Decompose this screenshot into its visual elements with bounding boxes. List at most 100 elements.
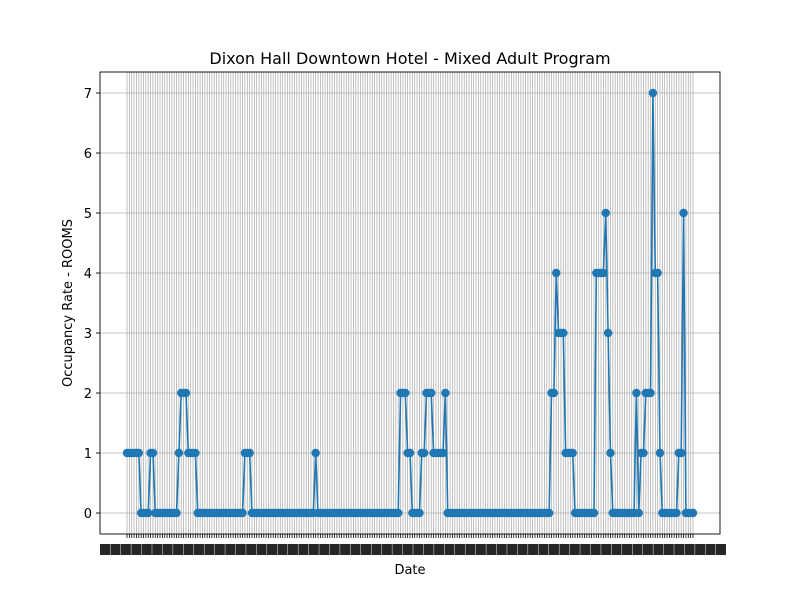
x-tick-label-glyph (548, 544, 559, 555)
x-tick-label-glyph (423, 544, 434, 555)
y-tick-label: 6 (84, 147, 92, 162)
data-point (559, 328, 568, 338)
x-tick-label-glyph (235, 544, 246, 555)
x-tick-label-glyph (496, 544, 507, 555)
data-point (427, 388, 436, 398)
series-line (122, 88, 698, 518)
data-point (677, 448, 686, 458)
data-point (245, 448, 254, 458)
x-tick-label-glyph (517, 544, 528, 555)
x-tick-label-glyph (569, 544, 580, 555)
x-tick-label-glyph (267, 544, 278, 555)
data-point (401, 388, 410, 398)
x-tick-label-glyph (642, 544, 653, 555)
data-point (311, 448, 320, 458)
x-tick-label-glyph (392, 544, 403, 555)
x-tick-label-glyph (684, 544, 695, 555)
data-point (688, 508, 698, 518)
x-tick-label-glyph (528, 544, 539, 555)
data-point (191, 448, 200, 458)
x-tick-label-glyph (319, 544, 330, 555)
y-tick-label: 3 (84, 327, 92, 342)
data-point (172, 508, 181, 518)
x-tick-label-glyph (183, 544, 194, 555)
x-tick-labels (100, 544, 726, 555)
x-tick-label-glyph (298, 544, 309, 555)
data-point (653, 268, 662, 278)
x-tick-label-glyph (120, 544, 131, 555)
x-tick-label-glyph (444, 544, 455, 555)
data-point (415, 508, 424, 518)
data-point (405, 448, 415, 458)
x-tick-label-glyph (475, 544, 486, 555)
y-axis-title: Occupancy Rate - ROOMS (61, 219, 76, 387)
x-tick-label-glyph (329, 544, 340, 555)
y-tick-label: 0 (84, 507, 92, 522)
data-point (672, 508, 681, 518)
y-tick-label: 2 (84, 387, 92, 402)
x-tick-label-glyph (695, 544, 706, 555)
x-tick-label-glyph (663, 544, 674, 555)
x-tick-label-glyph (507, 544, 518, 555)
axes: 0 1 2 3 4 5 6 7 (84, 71, 721, 538)
x-tick-label-glyph (402, 544, 413, 555)
x-tick-label-glyph (340, 544, 351, 555)
data-point (134, 448, 143, 458)
chart-title: Dixon Hall Downtown Hotel - Mixed Adult … (209, 49, 610, 68)
y-tick-label: 4 (84, 267, 92, 282)
data-point (544, 508, 554, 518)
x-tick-label-glyph (653, 544, 664, 555)
x-tick-label-glyph (632, 544, 643, 555)
data-point (655, 448, 665, 458)
x-tick-label-glyph (225, 544, 236, 555)
data-point (568, 448, 577, 458)
x-tick-label-glyph (204, 544, 215, 555)
x-tick-label-glyph (601, 544, 612, 555)
data-point (148, 448, 158, 458)
x-tick-label-glyph (287, 544, 298, 555)
y-tick-label: 5 (84, 207, 92, 222)
data-point (441, 388, 450, 398)
data-point (646, 388, 655, 398)
x-tick-label-glyph (465, 544, 476, 555)
data-point (634, 508, 643, 518)
x-tick-label-glyph (141, 544, 152, 555)
data-point (648, 88, 658, 98)
x-axis-title: Date (394, 563, 425, 578)
x-tick-label-glyph (716, 544, 726, 555)
data-point (552, 268, 561, 278)
x-tick-label-glyph (705, 544, 716, 555)
data-point (606, 448, 615, 458)
data-point (181, 388, 191, 398)
x-tick-label-glyph (361, 544, 372, 555)
data-point (238, 508, 247, 518)
x-tick-label-glyph (214, 544, 225, 555)
y-tick-label: 7 (84, 87, 92, 102)
x-tick-label-glyph (193, 544, 204, 555)
data-point (394, 508, 403, 518)
data-point (601, 208, 610, 218)
data-point (599, 268, 608, 278)
x-tick-label-glyph (110, 544, 121, 555)
x-tick-label-glyph (622, 544, 633, 555)
x-tick-label-glyph (246, 544, 257, 555)
data-point (144, 508, 153, 518)
data-point (549, 388, 559, 398)
x-tick-label-glyph (308, 544, 319, 555)
data-point (603, 328, 613, 338)
y-tick-label: 1 (84, 447, 92, 462)
data-point (174, 448, 184, 458)
data-point (679, 208, 688, 218)
x-tick-label-glyph (434, 544, 445, 555)
x-tick-label-glyph (538, 544, 549, 555)
x-tick-label-glyph (590, 544, 601, 555)
x-tick-label-glyph (256, 544, 267, 555)
data-point (639, 448, 648, 458)
data-point (438, 448, 448, 458)
data-point (419, 448, 429, 458)
x-tick-label-glyph (371, 544, 382, 555)
x-tick-label-glyph (381, 544, 392, 555)
x-tick-label-glyph (131, 544, 142, 555)
